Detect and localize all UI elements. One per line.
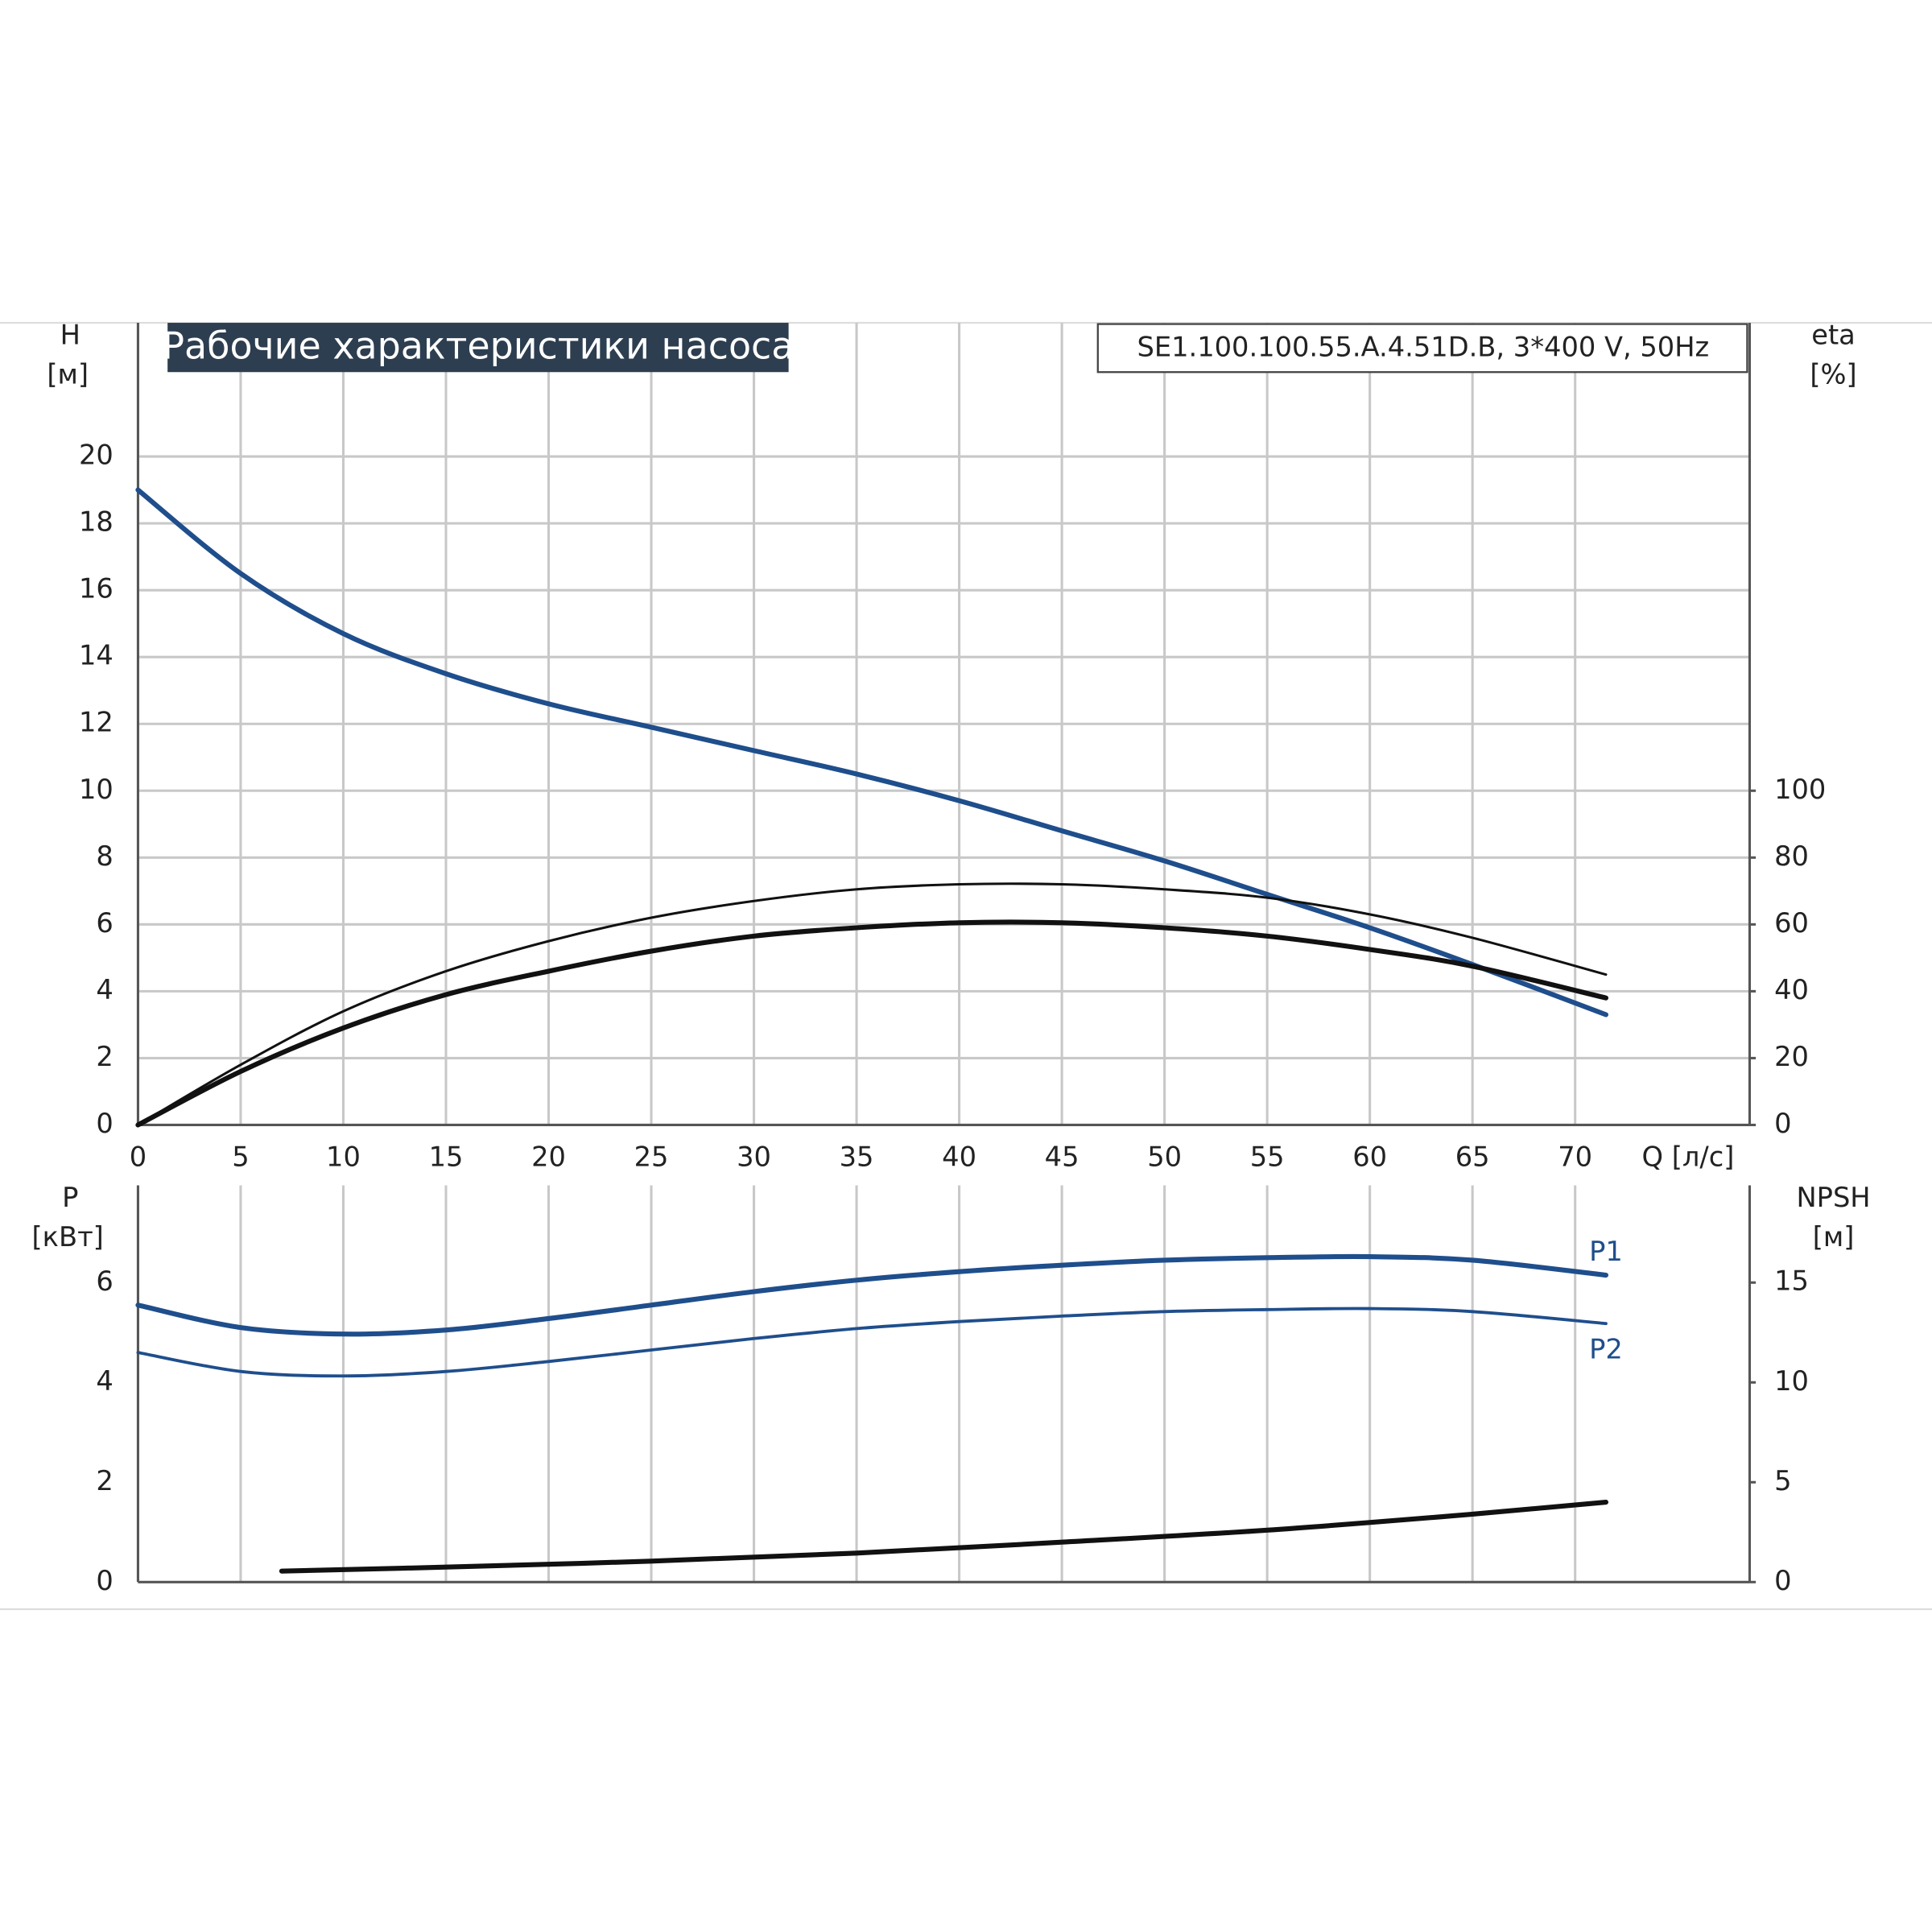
curve [135, 1253, 1608, 1337]
series-label: P2 [1589, 1333, 1623, 1364]
y2-tick-label: 15 [1774, 1265, 1809, 1297]
x-axis-label: Q [л/с] [1642, 1141, 1735, 1172]
y2-tick-label: 40 [1774, 974, 1809, 1005]
x-tick-label: 70 [1558, 1141, 1592, 1172]
y-tick-label: 18 [79, 506, 114, 538]
plots: 0 5 10 15 20 25 30 35 40 45 50 55 60 65 70024681012141… [32, 319, 1871, 1596]
curve [279, 1500, 1608, 1574]
x-tick-label: 30 [737, 1141, 771, 1172]
y-tick-label: 14 [79, 640, 114, 671]
y-tick-label: 20 [79, 440, 114, 471]
y-tick-label: 12 [79, 707, 114, 738]
y2-tick-label: 100 [1774, 774, 1826, 805]
x-tick-label: 35 [840, 1141, 874, 1172]
series-label: P1 [1589, 1236, 1623, 1267]
x-tick-label: 20 [531, 1141, 566, 1172]
y2-tick-label: 80 [1774, 840, 1809, 872]
title-box [167, 323, 789, 373]
y2-tick-label: 10 [1774, 1365, 1809, 1397]
y-tick-label: 2 [96, 1465, 113, 1496]
y-axis-label: H [60, 319, 80, 350]
y-tick-label: 10 [79, 774, 114, 805]
x-tick-label: 15 [429, 1141, 464, 1172]
curve [136, 882, 1608, 1126]
x-tick-label: 5 [232, 1141, 249, 1172]
x-tick-label: 50 [1147, 1141, 1182, 1172]
y-tick-label: 4 [96, 1365, 113, 1397]
x-tick-label: 45 [1045, 1141, 1080, 1172]
curve [136, 1307, 1608, 1378]
y2-axis-unit: [м] [1813, 1221, 1855, 1253]
curve [135, 919, 1608, 1128]
x-tick-label: 60 [1352, 1141, 1387, 1172]
y-tick-label: 0 [96, 1108, 113, 1139]
y-tick-label: 2 [96, 1041, 113, 1072]
y2-axis-label: NPSH [1796, 1182, 1870, 1213]
y-tick-label: 4 [96, 974, 113, 1005]
x-tick-label: 25 [634, 1141, 669, 1172]
y-tick-label: 0 [96, 1565, 113, 1596]
model-box [1096, 323, 1748, 374]
x-tick-label: 65 [1455, 1141, 1490, 1172]
x-tick-label: 40 [942, 1141, 976, 1172]
y-axis-label: P [62, 1182, 78, 1213]
y2-tick-label: 0 [1774, 1565, 1791, 1596]
y-tick-label: 6 [96, 907, 113, 939]
y-axis-unit: [м] [47, 358, 89, 390]
y-tick-label: 6 [96, 1265, 113, 1297]
y-axis-unit: [кВт] [32, 1221, 104, 1253]
chart-title: Рабочие характеристики насоса [162, 324, 794, 368]
y2-axis-label: eta [1811, 319, 1856, 350]
x-tick-label: 10 [326, 1141, 361, 1172]
x-tick-label: 0 [130, 1141, 147, 1172]
model-label: SE1.100.100.55.A.4.51D.B, 3*400 V, 50Hz [1137, 332, 1709, 363]
y2-tick-label: 5 [1774, 1465, 1791, 1496]
y-tick-label: 8 [96, 840, 113, 872]
y2-tick-label: 60 [1774, 907, 1809, 939]
y2-tick-label: 0 [1774, 1108, 1791, 1139]
curve [135, 487, 1608, 1018]
y-tick-label: 16 [79, 573, 114, 605]
y2-axis-unit: [%] [1810, 358, 1856, 390]
x-tick-label: 55 [1250, 1141, 1285, 1172]
y2-tick-label: 20 [1774, 1041, 1809, 1072]
